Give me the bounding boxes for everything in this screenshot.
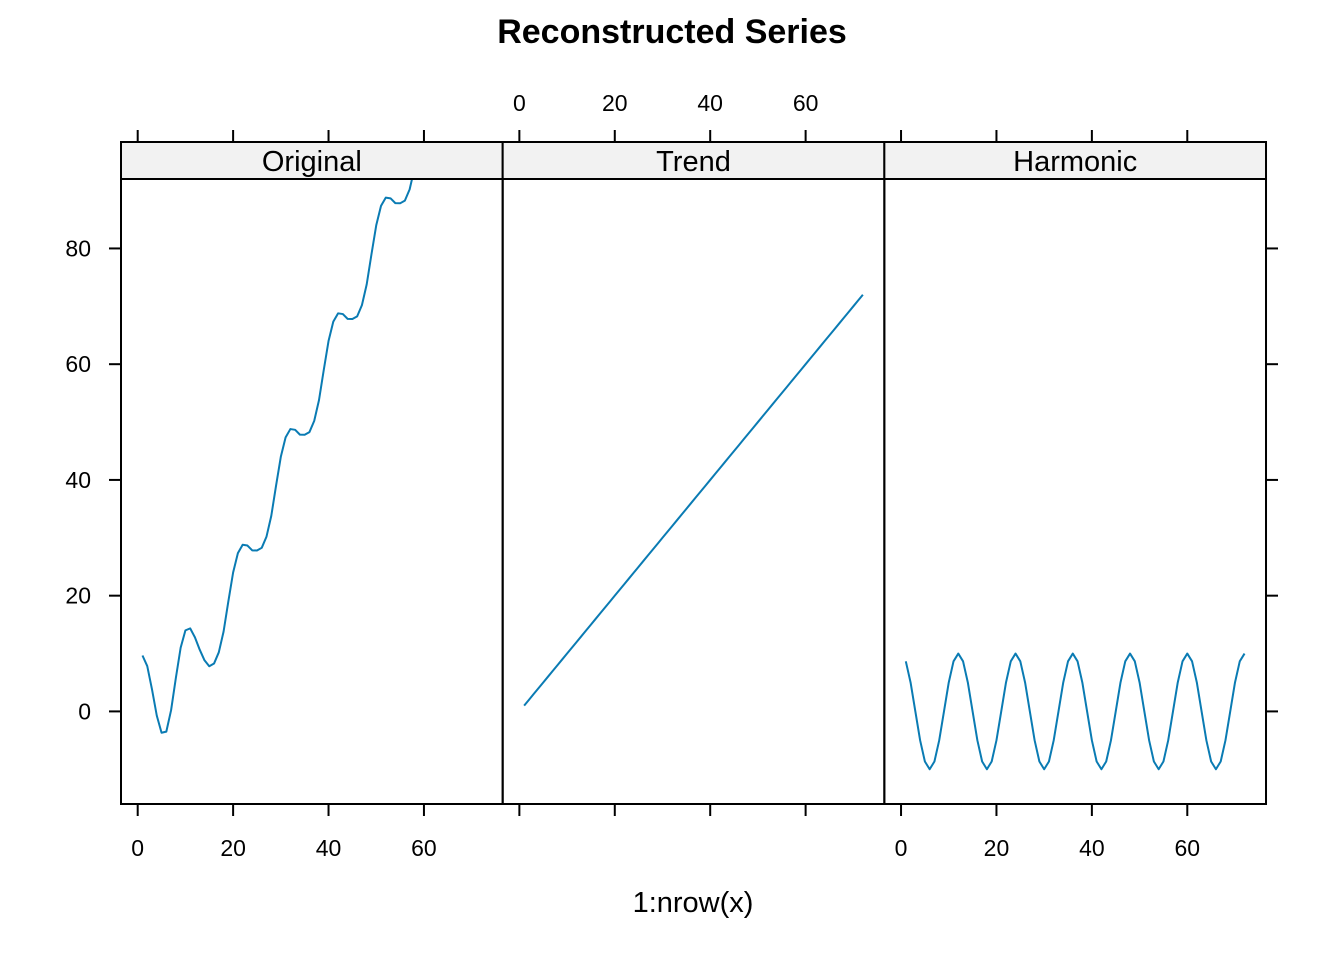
x-tick-label-harmonic-20: 20: [984, 835, 1010, 861]
y-tick-label-0: 0: [78, 698, 91, 724]
x-tick-label-top-trend-40: 40: [697, 90, 723, 116]
x-tick-label-harmonic-40: 40: [1079, 835, 1105, 861]
x-tick-label-harmonic-0: 0: [895, 835, 908, 861]
strip-harmonic: [883, 141, 1268, 180]
x-axis-label: 1:nrow(x): [633, 887, 754, 919]
y-tick-label-60: 60: [65, 351, 91, 377]
panels: Original 0 20 40 60 0 20 40 60 80 Trend 0 20 40 60 Harm…: [65, 90, 1279, 861]
chart-title: Reconstructed Series: [497, 13, 847, 51]
y-tick-label-40: 40: [65, 467, 91, 493]
panel-frame-original: [120, 178, 504, 805]
strip-label-original: Original: [262, 146, 362, 178]
series-line-original: [141, 179, 414, 734]
x-tick-label-original-40: 40: [316, 835, 342, 861]
x-tick-label-top-trend-20: 20: [602, 90, 628, 116]
x-tick-label-original-60: 60: [411, 835, 437, 861]
y-tick-label-20: 20: [65, 583, 91, 609]
x-tick-label-top-trend-60: 60: [793, 90, 819, 116]
x-tick-label-original-0: 0: [131, 835, 144, 861]
strip-original: [120, 141, 504, 180]
series-line-trend: [523, 294, 864, 707]
x-tick-label-original-20: 20: [220, 835, 246, 861]
y-tick-label-80: 80: [65, 235, 91, 261]
series-line-harmonic: [904, 652, 1246, 771]
x-tick-label-top-trend-0: 0: [513, 90, 526, 116]
panel-frame-harmonic: [883, 178, 1268, 805]
x-tick-label-harmonic-60: 60: [1174, 835, 1200, 861]
panel-frame-trend: [501, 178, 886, 805]
strip-label-trend: Trend: [656, 146, 731, 178]
strip-label-harmonic: Harmonic: [1013, 146, 1137, 178]
